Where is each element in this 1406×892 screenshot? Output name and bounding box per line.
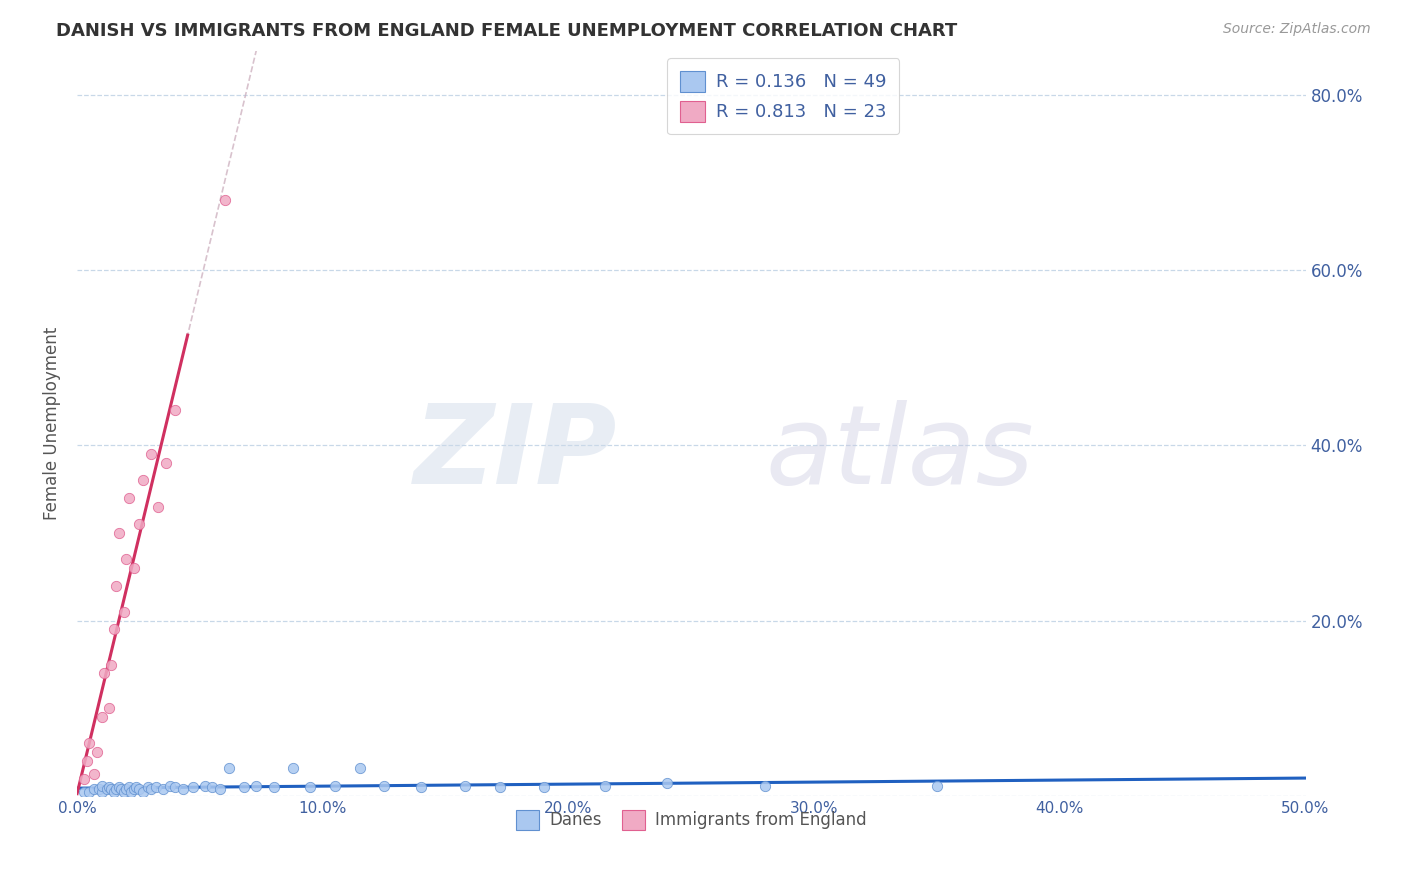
Point <box>73 785 96 799</box>
Point <box>925 779 948 793</box>
Point <box>165 780 187 795</box>
Point <box>299 780 322 795</box>
Legend: Danes, Immigrants from England: Danes, Immigrants from England <box>509 804 873 836</box>
Point <box>105 579 128 593</box>
Point <box>146 500 169 514</box>
Point <box>120 785 142 799</box>
Point <box>165 403 187 417</box>
Point <box>595 779 617 793</box>
Point <box>233 780 256 795</box>
Point <box>86 745 108 759</box>
Point <box>128 517 150 532</box>
Point <box>103 785 125 799</box>
Point <box>155 456 177 470</box>
Point <box>90 779 112 793</box>
Point <box>409 780 432 795</box>
Point <box>118 780 141 795</box>
Point <box>349 761 371 775</box>
Point <box>118 491 141 505</box>
Point <box>122 561 145 575</box>
Text: Source: ZipAtlas.com: Source: ZipAtlas.com <box>1223 22 1371 37</box>
Point <box>105 782 128 797</box>
Point <box>139 782 162 797</box>
Point <box>214 193 236 207</box>
Point <box>90 710 112 724</box>
Point <box>115 552 138 566</box>
Point <box>754 779 776 793</box>
Point <box>194 779 217 793</box>
Text: atlas: atlas <box>765 400 1033 507</box>
Point <box>323 779 346 793</box>
Point <box>128 782 150 797</box>
Point <box>201 780 224 795</box>
Point <box>90 785 112 799</box>
Point <box>283 761 305 775</box>
Point <box>100 657 122 672</box>
Point <box>245 779 267 793</box>
Point <box>122 782 145 797</box>
Point <box>159 779 181 793</box>
Point <box>110 782 132 797</box>
Y-axis label: Female Unemployment: Female Unemployment <box>44 326 60 520</box>
Point <box>172 782 194 797</box>
Point <box>98 701 121 715</box>
Point <box>125 780 148 795</box>
Point <box>76 754 98 768</box>
Text: DANISH VS IMMIGRANTS FROM ENGLAND FEMALE UNEMPLOYMENT CORRELATION CHART: DANISH VS IMMIGRANTS FROM ENGLAND FEMALE… <box>56 22 957 40</box>
Point <box>108 780 131 795</box>
Point <box>79 736 101 750</box>
Point <box>181 780 204 795</box>
Point <box>263 780 285 795</box>
Point <box>152 782 174 797</box>
Point <box>112 785 135 799</box>
Point <box>100 782 122 797</box>
Point <box>132 474 155 488</box>
Point <box>139 447 162 461</box>
Point <box>454 779 477 793</box>
Point <box>533 780 555 795</box>
Point <box>89 782 111 797</box>
Point <box>93 666 115 681</box>
Point <box>145 780 167 795</box>
Point <box>73 772 96 786</box>
Point <box>83 782 105 797</box>
Point <box>132 785 155 799</box>
Point <box>103 623 125 637</box>
Point <box>373 779 395 793</box>
Point <box>655 776 678 790</box>
Point <box>488 780 510 795</box>
Point <box>138 780 160 795</box>
Point <box>98 780 121 795</box>
Point <box>218 761 240 775</box>
Text: ZIP: ZIP <box>415 400 617 507</box>
Point <box>83 767 105 781</box>
Point <box>112 605 135 619</box>
Point <box>208 782 231 797</box>
Point <box>108 526 131 541</box>
Point <box>79 785 101 799</box>
Point <box>96 782 118 797</box>
Point <box>115 782 138 797</box>
